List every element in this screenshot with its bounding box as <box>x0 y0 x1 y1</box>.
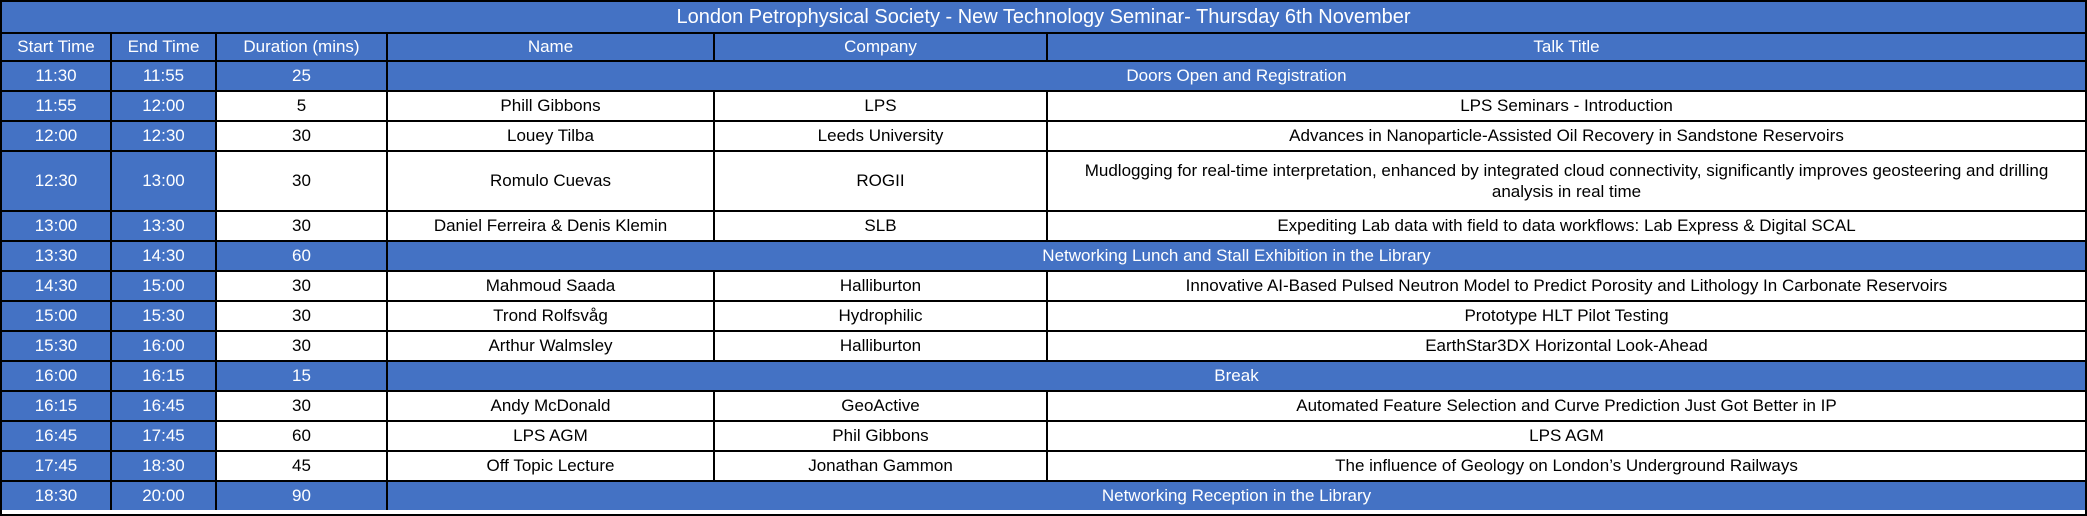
end-time-cell[interactable]: 13:30 <box>112 212 217 240</box>
start-time-cell[interactable]: 14:30 <box>2 272 112 300</box>
duration-cell[interactable]: 60 <box>217 422 388 450</box>
banner-row: 16:00 16:15 15 Break <box>2 360 2085 390</box>
session-row: 17:45 18:30 45 Off Topic Lecture Jonathan Ga… <box>2 450 2085 480</box>
company-cell[interactable]: Jonathan Gammon <box>715 452 1048 480</box>
sheet-title[interactable]: London Petrophysical Society - New Techn… <box>2 2 2085 32</box>
end-time-cell[interactable]: 16:45 <box>112 392 217 420</box>
end-time-cell[interactable]: 16:15 <box>112 362 217 390</box>
banner-label-cell[interactable]: Break <box>388 362 2085 390</box>
header-row: Start Time End Time Duration (mins) Name… <box>2 32 2085 60</box>
column-header-end-time[interactable]: End Time <box>112 34 217 60</box>
session-row: 16:45 17:45 60 LPS AGM Phil Gibbons LPS AGM <box>2 420 2085 450</box>
start-time-cell[interactable]: 11:55 <box>2 92 112 120</box>
talk-title-cell[interactable]: Expediting Lab data with field to data w… <box>1048 212 2085 240</box>
company-cell[interactable]: Hydrophilic <box>715 302 1048 330</box>
talk-title-cell[interactable]: Innovative AI-Based Pulsed Neutron Model… <box>1048 272 2085 300</box>
column-header-name[interactable]: Name <box>388 34 715 60</box>
talk-title-cell[interactable]: Prototype HLT Pilot Testing <box>1048 302 2085 330</box>
session-row: 12:30 13:00 30 Romulo Cuevas ROGII Mudlogging… <box>2 150 2085 210</box>
end-time-cell[interactable]: 14:30 <box>112 242 217 270</box>
duration-cell[interactable]: 30 <box>217 392 388 420</box>
column-header-talk-title[interactable]: Talk Title <box>1048 34 2085 60</box>
session-row: 15:00 15:30 30 Trond Rolfsvåg Hydrophilic Pro… <box>2 300 2085 330</box>
company-cell[interactable]: Halliburton <box>715 332 1048 360</box>
start-time-cell[interactable]: 16:45 <box>2 422 112 450</box>
name-cell[interactable]: Trond Rolfsvåg <box>388 302 715 330</box>
start-time-cell[interactable]: 12:00 <box>2 122 112 150</box>
duration-cell[interactable]: 30 <box>217 122 388 150</box>
duration-cell[interactable]: 90 <box>217 482 388 510</box>
end-time-cell[interactable]: 12:30 <box>112 122 217 150</box>
start-time-cell[interactable]: 16:15 <box>2 392 112 420</box>
name-cell[interactable]: Off Topic Lecture <box>388 452 715 480</box>
duration-cell[interactable]: 30 <box>217 302 388 330</box>
name-cell[interactable]: Louey Tilba <box>388 122 715 150</box>
company-cell[interactable]: LPS <box>715 92 1048 120</box>
talk-title-cell[interactable]: LPS Seminars - Introduction <box>1048 92 2085 120</box>
session-row: 13:00 13:30 30 Daniel Ferreira & Denis Klem… <box>2 210 2085 240</box>
start-time-cell[interactable]: 15:00 <box>2 302 112 330</box>
end-time-cell[interactable]: 13:00 <box>112 152 217 210</box>
duration-cell[interactable]: 15 <box>217 362 388 390</box>
duration-cell[interactable]: 45 <box>217 452 388 480</box>
column-header-duration[interactable]: Duration (mins) <box>217 34 388 60</box>
session-row: 15:30 16:00 30 Arthur Walmsley Halliburton Ea… <box>2 330 2085 360</box>
duration-cell[interactable]: 30 <box>217 332 388 360</box>
start-time-cell[interactable]: 18:30 <box>2 482 112 510</box>
name-cell[interactable]: Andy McDonald <box>388 392 715 420</box>
banner-label-cell[interactable]: Doors Open and Registration <box>388 62 2085 90</box>
session-row: 11:55 12:00 5 Phill Gibbons LPS LPS Seminars … <box>2 90 2085 120</box>
start-time-cell[interactable]: 13:00 <box>2 212 112 240</box>
column-header-company[interactable]: Company <box>715 34 1048 60</box>
start-time-cell[interactable]: 15:30 <box>2 332 112 360</box>
name-cell[interactable]: Mahmoud Saada <box>388 272 715 300</box>
column-header-start-time[interactable]: Start Time <box>2 34 112 60</box>
talk-title-cell[interactable]: EarthStar3DX Horizontal Look-Ahead <box>1048 332 2085 360</box>
company-cell[interactable]: Halliburton <box>715 272 1048 300</box>
banner-row: 11:30 11:55 25 Doors Open and Registration <box>2 60 2085 90</box>
name-cell[interactable]: LPS AGM <box>388 422 715 450</box>
talk-title-cell[interactable]: The influence of Geology on London’s Und… <box>1048 452 2085 480</box>
banner-row: 13:30 14:30 60 Networking Lunch and Stall E… <box>2 240 2085 270</box>
duration-cell[interactable]: 30 <box>217 212 388 240</box>
duration-cell[interactable]: 30 <box>217 152 388 210</box>
session-row: 12:00 12:30 30 Louey Tilba Leeds University A… <box>2 120 2085 150</box>
name-cell[interactable]: Daniel Ferreira & Denis Klemin <box>388 212 715 240</box>
end-time-cell[interactable]: 12:00 <box>112 92 217 120</box>
talk-title-cell[interactable]: Mudlogging for real-time interpretation,… <box>1048 152 2085 210</box>
company-cell[interactable]: SLB <box>715 212 1048 240</box>
duration-cell[interactable]: 30 <box>217 272 388 300</box>
company-cell[interactable]: GeoActive <box>715 392 1048 420</box>
talk-title-cell[interactable]: Automated Feature Selection and Curve Pr… <box>1048 392 2085 420</box>
session-row: 16:15 16:45 30 Andy McDonald GeoActive Automa… <box>2 390 2085 420</box>
talk-title-cell[interactable]: LPS AGM <box>1048 422 2085 450</box>
duration-cell[interactable]: 5 <box>217 92 388 120</box>
company-cell[interactable]: Leeds University <box>715 122 1048 150</box>
start-time-cell[interactable]: 13:30 <box>2 242 112 270</box>
name-cell[interactable]: Arthur Walmsley <box>388 332 715 360</box>
company-cell[interactable]: ROGII <box>715 152 1048 210</box>
start-time-cell[interactable]: 17:45 <box>2 452 112 480</box>
start-time-cell[interactable]: 12:30 <box>2 152 112 210</box>
duration-cell[interactable]: 25 <box>217 62 388 90</box>
end-time-cell[interactable]: 15:30 <box>112 302 217 330</box>
name-cell[interactable]: Romulo Cuevas <box>388 152 715 210</box>
duration-cell[interactable]: 60 <box>217 242 388 270</box>
end-time-cell[interactable]: 20:00 <box>112 482 217 510</box>
end-time-cell[interactable]: 18:30 <box>112 452 217 480</box>
session-row: 14:30 15:00 30 Mahmoud Saada Halliburton Inno… <box>2 270 2085 300</box>
start-time-cell[interactable]: 16:00 <box>2 362 112 390</box>
end-time-cell[interactable]: 16:00 <box>112 332 217 360</box>
banner-label-cell[interactable]: Networking Reception in the Library <box>388 482 2085 510</box>
talk-title-cell[interactable]: Advances in Nanoparticle-Assisted Oil Re… <box>1048 122 2085 150</box>
start-time-cell[interactable]: 11:30 <box>2 62 112 90</box>
banner-row: 18:30 20:00 90 Networking Reception in the … <box>2 480 2085 510</box>
name-cell[interactable]: Phill Gibbons <box>388 92 715 120</box>
end-time-cell[interactable]: 17:45 <box>112 422 217 450</box>
company-cell[interactable]: Phil Gibbons <box>715 422 1048 450</box>
banner-label-cell[interactable]: Networking Lunch and Stall Exhibition in… <box>388 242 2085 270</box>
end-time-cell[interactable]: 11:55 <box>112 62 217 90</box>
end-time-cell[interactable]: 15:00 <box>112 272 217 300</box>
